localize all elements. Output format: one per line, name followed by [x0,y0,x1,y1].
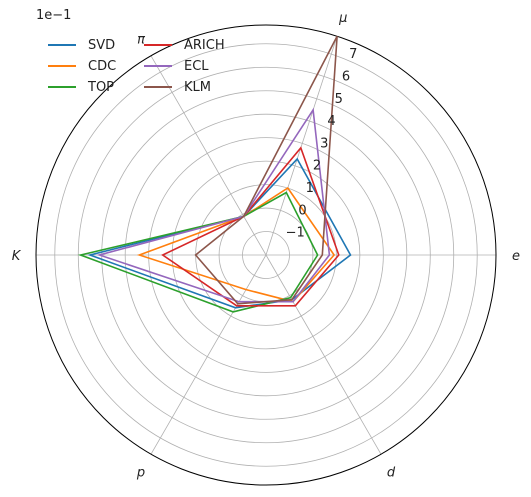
axis-label: p [136,466,145,481]
legend-item-klm: KLM [144,78,240,96]
legend-item-cdc: CDC [48,57,144,75]
radial-tick-label: −1 [286,226,305,241]
scale-label: 1e−1 [36,8,72,23]
legend-swatch-arich [144,44,172,46]
legend: SVD ARICH CDC ECL TOP KLM [48,36,240,96]
legend-label-klm: KLM [184,79,211,95]
radial-tick-label: 5 [335,92,343,107]
legend-swatch-svd [48,44,76,46]
legend-label-svd: SVD [88,37,116,53]
axis-label: d [387,466,396,481]
legend-label-arich: ARICH [184,37,225,53]
series-line-ecl [96,107,331,303]
grid-spoke-1 [265,36,338,256]
radial-tick-label: 3 [320,136,328,151]
axis-label: K [12,249,22,264]
series-line-arich [161,146,340,307]
polar-frame [35,24,497,486]
grid-spoke-2 [150,55,267,256]
radial-tick-label: 6 [342,69,350,84]
legend-item-svd: SVD [48,36,144,54]
radial-tick-label: 2 [313,159,321,174]
radial-tick-label: 4 [327,114,335,129]
radial-tick-label: 1 [306,181,314,196]
legend-label-ecl: ECL [184,58,209,74]
series-layer [77,35,352,313]
radial-tick-label: 7 [349,47,357,62]
grid-spoke-4 [150,254,267,455]
grid-layer [35,24,497,486]
legend-swatch-top [48,86,76,88]
legend-item-top: TOP [48,78,144,96]
radial-tick-label: 0 [298,203,306,218]
legend-swatch-ecl [144,65,172,67]
legend-item-ecl: ECL [144,57,240,75]
label-layer: −1 01 2 3 45 6 7 e μ π Kp d [12,11,520,480]
legend-swatch-klm [144,86,172,88]
legend-swatch-cdc [48,65,76,67]
legend-item-arich: ARICH [144,36,240,54]
grid-spoke-5 [265,254,382,455]
legend-label-cdc: CDC [88,58,117,74]
axis-label: π [137,32,145,47]
axis-label: e [512,249,520,264]
axis-label: μ [338,11,347,26]
legend-label-top: TOP [88,79,115,95]
